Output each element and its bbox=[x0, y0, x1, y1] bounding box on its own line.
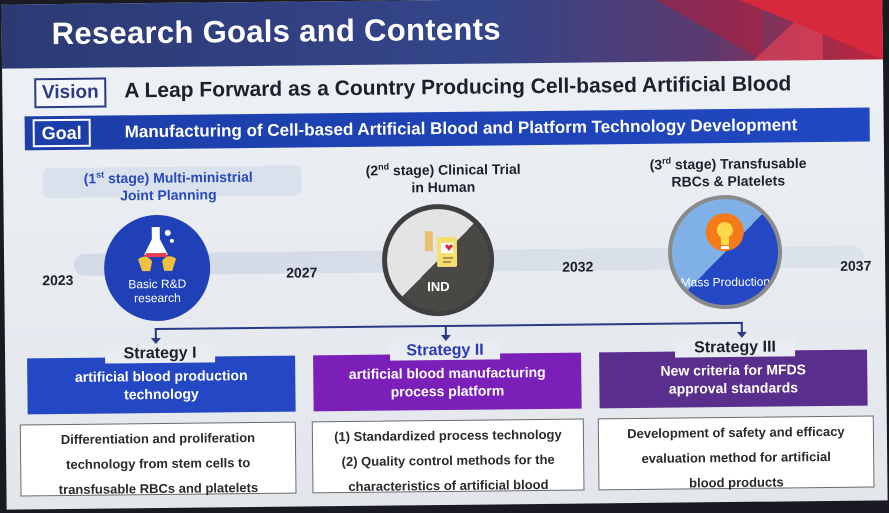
stage3-circle: Mass Production bbox=[667, 194, 783, 310]
strategy3-box-line1: New criteria for MFDS bbox=[660, 361, 807, 379]
strategy1-description: Differentiation and proliferation techno… bbox=[19, 421, 297, 497]
strategy3-heading: Strategy III bbox=[674, 338, 796, 358]
strategy1-box-line2: technology bbox=[124, 385, 199, 403]
goal-bar: Goal Manufacturing of Cell-based Artific… bbox=[24, 107, 870, 151]
lab-flask-icon bbox=[138, 226, 177, 272]
vision-text: A Leap Forward as a Country Producing Ce… bbox=[124, 72, 792, 103]
stage2-title: (2nd stage) Clinical Trial in Human bbox=[365, 160, 521, 195]
strategy1-box: artificial blood production technology bbox=[27, 355, 296, 415]
stage2-circle: IND bbox=[381, 203, 495, 317]
arrow-down-icon bbox=[150, 337, 161, 345]
strategy2-box: artificial blood manufacturing process p… bbox=[313, 352, 582, 412]
strategy2-description: (1) Standardized process technology (2) … bbox=[311, 418, 585, 494]
stage1-circle-label: Basic R&D research bbox=[128, 276, 187, 306]
stage2-circle-label: IND bbox=[427, 278, 450, 295]
year-2032: 2032 bbox=[562, 258, 594, 275]
strategy3-box: New criteria for MFDS approval standards bbox=[599, 349, 868, 409]
clinical-trial-icon bbox=[424, 231, 458, 268]
stage3-circle-label: Mass Production bbox=[680, 274, 771, 290]
stage3-title: (3rd stage) Transfusable RBCs & Platelet… bbox=[649, 154, 807, 190]
stage1-circle: Basic R&D research bbox=[103, 214, 211, 322]
year-2023: 2023 bbox=[42, 271, 74, 289]
vision-label: Vision bbox=[34, 77, 107, 109]
arrow-down-icon bbox=[440, 334, 451, 342]
arrow-down-icon bbox=[736, 331, 747, 338]
strategy2-box-line2: process platform bbox=[390, 382, 505, 400]
strategy3-box-line2: approval standards bbox=[668, 379, 799, 397]
strategy-connector-line bbox=[154, 321, 743, 331]
header-decoration bbox=[732, 0, 884, 61]
strategy2-box-line1: artificial blood manufacturing bbox=[348, 363, 546, 383]
strategy3-description: Development of safety and efficacy evalu… bbox=[597, 415, 875, 490]
year-2027: 2027 bbox=[286, 264, 318, 281]
lightbulb-icon bbox=[705, 213, 744, 252]
goal-label: Goal bbox=[32, 118, 91, 148]
stage1-title: (1st stage) Multi-ministrial Joint Plann… bbox=[83, 168, 253, 204]
slide-title: Research Goals and Contents bbox=[51, 11, 501, 52]
strategy2-heading: Strategy II bbox=[389, 341, 501, 361]
strategy1-heading: Strategy I bbox=[104, 344, 216, 364]
goal-text: Manufacturing of Cell-based Artificial B… bbox=[124, 115, 798, 142]
year-2037: 2037 bbox=[840, 257, 872, 274]
header-band: Research Goals and Contents bbox=[1, 0, 884, 69]
strategy1-box-line1: artificial blood production bbox=[74, 367, 248, 385]
